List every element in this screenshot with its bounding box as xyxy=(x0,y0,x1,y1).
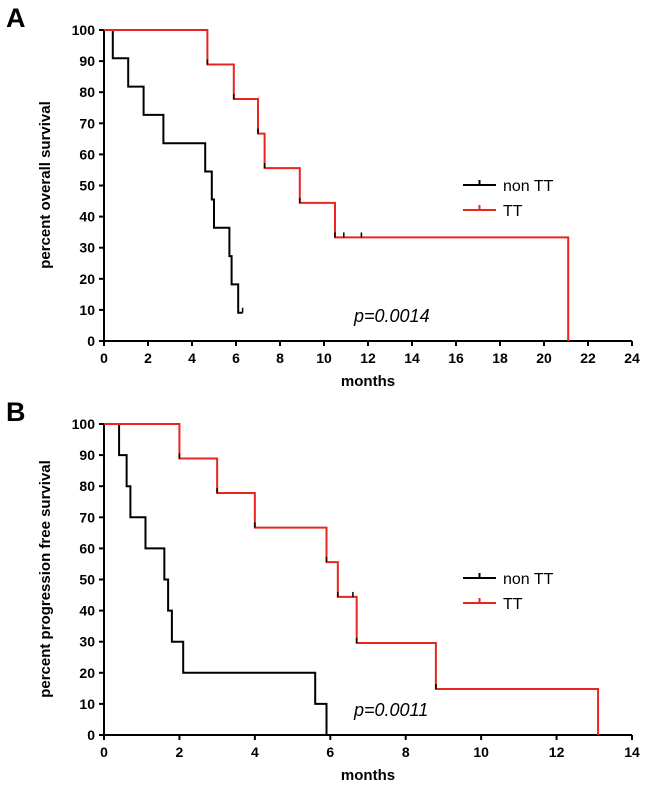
y-tick-label: 40 xyxy=(79,209,95,225)
y-tick-label: 10 xyxy=(79,696,95,712)
p-value-a: p=0.0014 xyxy=(353,306,430,326)
x-tick-label: 12 xyxy=(360,350,376,366)
y-tick-label: 80 xyxy=(79,478,95,494)
panel-label-b: B xyxy=(6,397,26,427)
legend-a: non TT TT xyxy=(463,178,554,220)
x-tick-label: 8 xyxy=(402,744,410,760)
legend-b: non TT TT xyxy=(463,571,554,613)
legend-label-tt-a: TT xyxy=(503,203,523,220)
p-value-b: p=0.0011 xyxy=(353,700,428,720)
legend-label-tt-b: TT xyxy=(503,596,523,613)
y-tick-label: 60 xyxy=(79,540,95,556)
x-tick-label: 16 xyxy=(448,350,464,366)
x-tick-label: 22 xyxy=(580,350,596,366)
x-tick-label: 20 xyxy=(536,350,552,366)
x-tick-label: 6 xyxy=(232,350,240,366)
y-axis-title-b: percent progression free survival xyxy=(37,460,54,698)
y-tick-label: 90 xyxy=(79,53,95,69)
panel-label-a: A xyxy=(6,3,26,33)
x-tick-label: 0 xyxy=(100,744,108,760)
x-tick-label: 0 xyxy=(100,350,108,366)
y-tick-label: 10 xyxy=(79,302,95,318)
survival-curve-non-tt-a xyxy=(104,29,243,314)
survival-curve-tt-a xyxy=(104,29,570,341)
y-tick-label: 100 xyxy=(72,22,96,38)
x-tick-label: 2 xyxy=(176,744,184,760)
y-tick-label: 30 xyxy=(79,634,95,650)
y-tick-label: 50 xyxy=(79,178,95,194)
x-tick-label: 24 xyxy=(624,350,640,366)
survival-curve-non-tt-b xyxy=(104,423,328,735)
y-tick-label: 40 xyxy=(79,603,95,619)
x-tick-label: 14 xyxy=(404,350,420,366)
legend-label-non-tt-b: non TT xyxy=(503,571,554,588)
y-tick-label: 80 xyxy=(79,84,95,100)
y-tick-label: 0 xyxy=(87,333,95,349)
y-tick-label: 20 xyxy=(79,665,95,681)
y-tick-label: 60 xyxy=(79,146,95,162)
x-axis-title-a: months xyxy=(341,373,395,390)
x-tick-label: 12 xyxy=(549,744,565,760)
y-tick-label: 100 xyxy=(72,416,96,432)
x-tick-label: 8 xyxy=(276,350,284,366)
x-tick-label: 18 xyxy=(492,350,508,366)
x-tick-label: 2 xyxy=(144,350,152,366)
y-axis-title-a: percent overall survival xyxy=(37,101,54,269)
x-tick-label: 10 xyxy=(473,744,489,760)
y-tick-label: 50 xyxy=(79,572,95,588)
panel-b: B percent progression free survival mont… xyxy=(6,397,640,784)
y-tick-label: 70 xyxy=(79,509,95,525)
x-tick-label: 4 xyxy=(188,350,196,366)
x-tick-label: 14 xyxy=(624,744,640,760)
x-tick-label: 10 xyxy=(316,350,332,366)
legend-label-non-tt-a: non TT xyxy=(503,178,554,195)
x-tick-label: 4 xyxy=(251,744,259,760)
x-tick-label: 6 xyxy=(326,744,334,760)
y-tick-label: 70 xyxy=(79,115,95,131)
y-tick-label: 90 xyxy=(79,447,95,463)
y-tick-label: 0 xyxy=(87,727,95,743)
x-axis-title-b: months xyxy=(341,767,395,784)
y-tick-label: 30 xyxy=(79,240,95,256)
y-tick-label: 20 xyxy=(79,271,95,287)
panel-a: A percent overall survival months 010203… xyxy=(6,3,640,390)
